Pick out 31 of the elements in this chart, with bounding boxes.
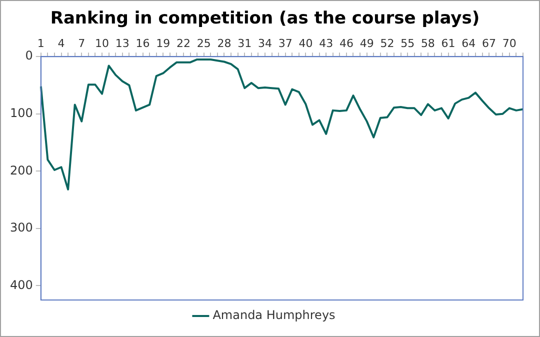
x-tick-label: 67 (482, 36, 496, 50)
x-tick-label: 19 (156, 36, 170, 50)
x-tick-label: 55 (400, 36, 415, 50)
x-tick-label: 49 (360, 36, 374, 50)
x-tick-label: 64 (462, 36, 476, 50)
y-tick-label: 300 (10, 220, 33, 235)
x-tick-label: 7 (78, 36, 86, 50)
x-tick-label: 46 (339, 36, 354, 50)
x-tick-label: 58 (420, 36, 435, 50)
x-tick-label: 1 (37, 36, 44, 50)
x-tick-label: 37 (278, 36, 292, 50)
y-tick-label: 200 (10, 163, 33, 178)
x-tick-label: 22 (176, 36, 190, 50)
x-tick-label: 28 (217, 36, 232, 50)
x-tick-label: 13 (115, 36, 130, 50)
x-tick-label: 25 (196, 36, 211, 50)
y-tick-label: 0 (25, 48, 33, 63)
x-tick-label: 16 (136, 36, 150, 50)
y-tick-label: 100 (10, 106, 33, 120)
chart-title: Ranking in competition (as the course plays) (50, 8, 480, 29)
x-tick-label: 40 (298, 36, 313, 50)
x-tick-label: 70 (502, 36, 516, 50)
x-tick-label: 4 (58, 36, 65, 50)
x-tick-label: 10 (95, 36, 110, 50)
y-tick-label: 400 (10, 278, 33, 292)
legend-label: Amanda Humphreys (212, 308, 336, 322)
x-tick-label: 52 (380, 36, 394, 50)
x-tick-label: 43 (319, 36, 334, 50)
x-tick-label: 31 (238, 36, 252, 50)
x-tick-label: 34 (258, 36, 272, 50)
x-tick-label: 61 (441, 36, 456, 50)
